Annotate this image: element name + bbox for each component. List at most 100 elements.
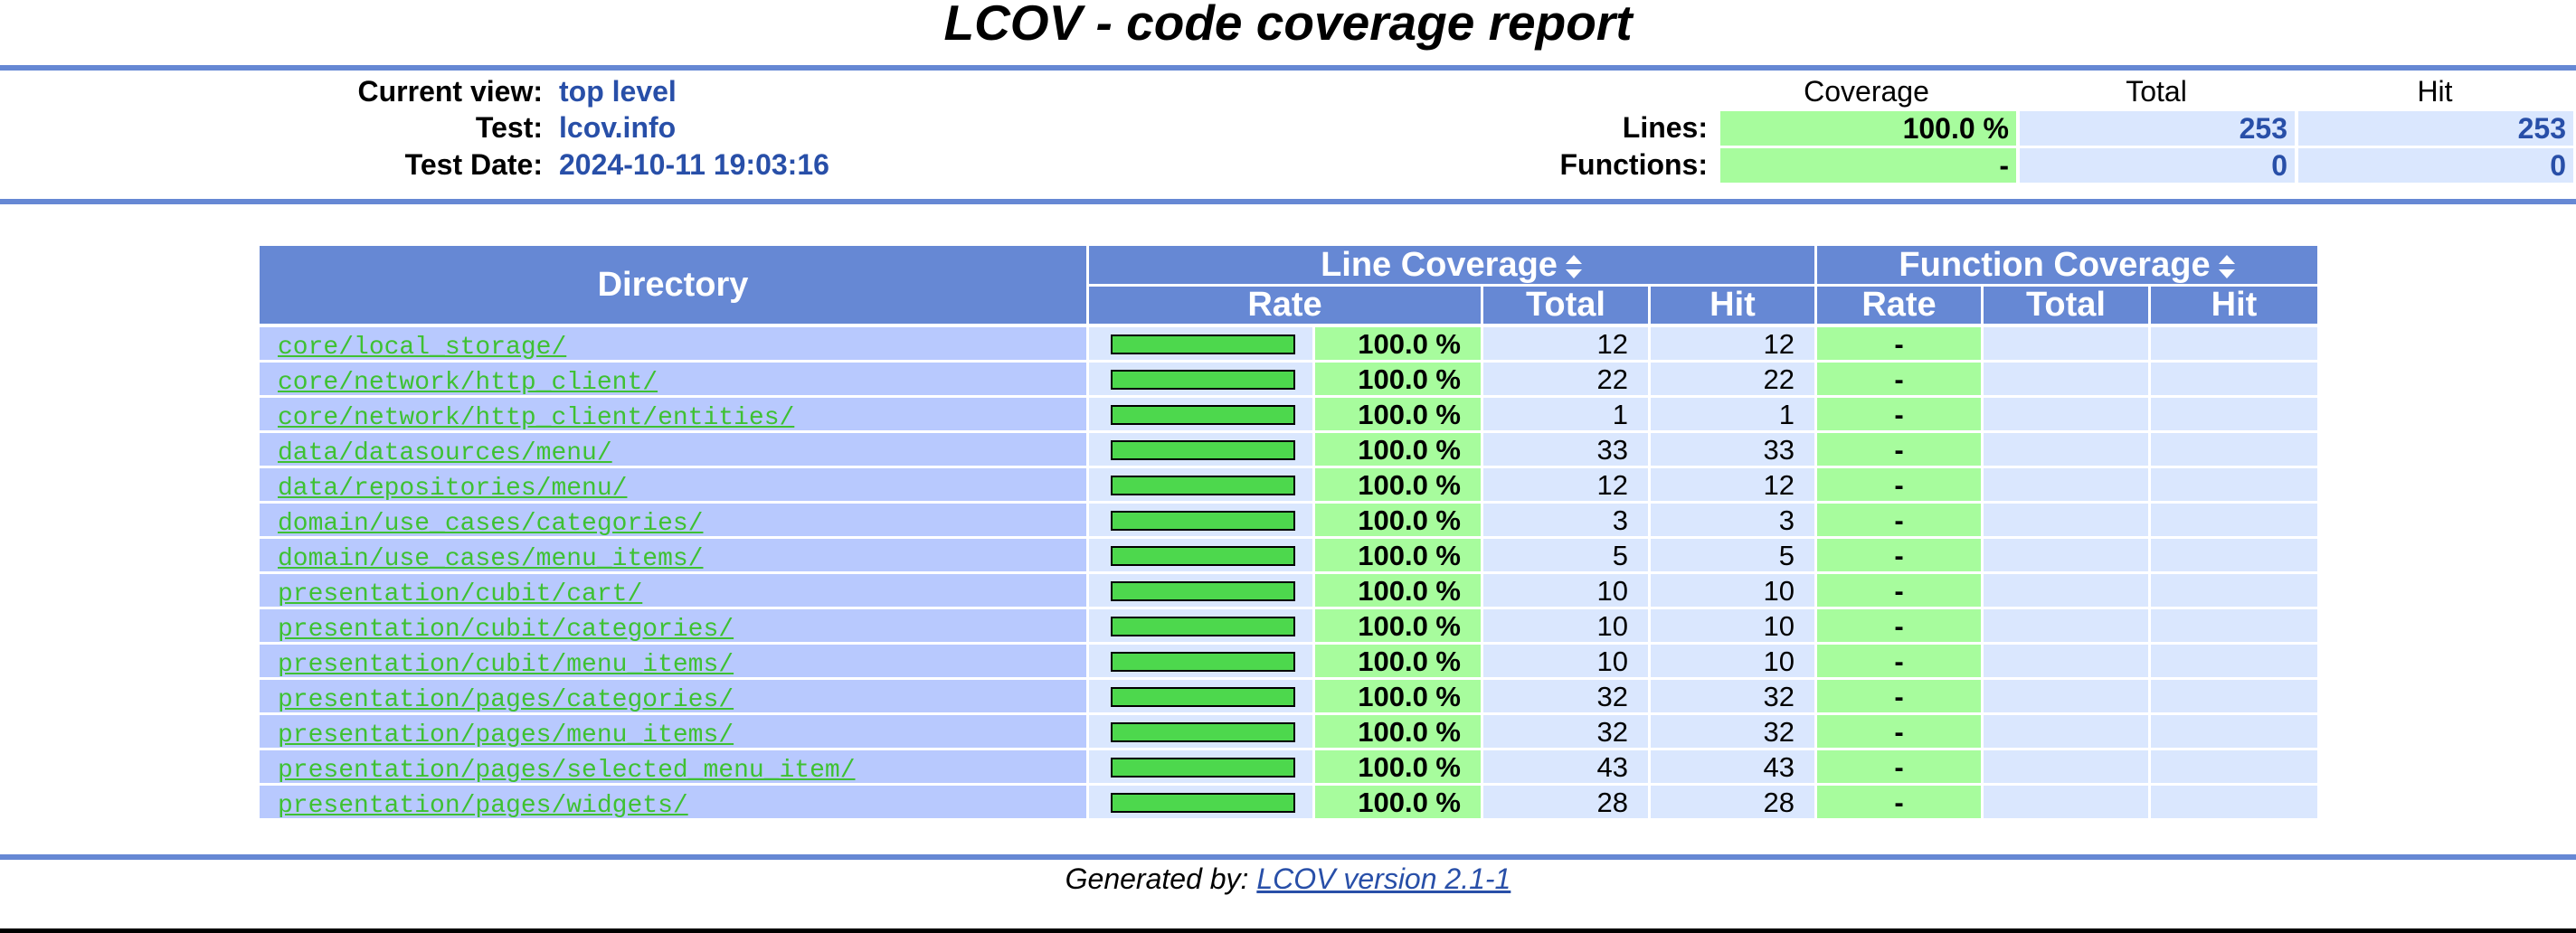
- function-rate-value: -: [1817, 680, 1981, 712]
- line-rate-value: 100.0 %: [1315, 786, 1481, 818]
- directory-header-label: Directory: [597, 266, 749, 304]
- function-rate-value: -: [1817, 786, 1981, 818]
- function-total-value: [1984, 363, 2148, 395]
- function-rate-value: -: [1817, 504, 1981, 536]
- line-hit-value: 33: [1651, 433, 1814, 466]
- line-rate-value: 100.0 %: [1315, 750, 1481, 783]
- summary-functions-label: Functions:: [1559, 148, 1708, 181]
- page-bottom-border: [0, 928, 2576, 933]
- test-label: Test:: [475, 111, 543, 144]
- coverage-bar-fill: [1113, 795, 1293, 811]
- line-total-value: 10: [1483, 574, 1648, 607]
- coverage-bar-fill: [1113, 407, 1293, 423]
- function-hit-value: [2151, 574, 2317, 607]
- line-rate-value: 100.0 %: [1315, 504, 1481, 536]
- sort-icon[interactable]: [1565, 250, 1583, 278]
- line-total-value: 28: [1483, 786, 1648, 818]
- directory-link[interactable]: presentation/pages/menu_items/: [278, 721, 734, 749]
- directory-link[interactable]: data/repositories/menu/: [278, 475, 628, 503]
- directory-link[interactable]: core/local_storage/: [278, 334, 567, 362]
- coverage-bar-fill: [1113, 583, 1293, 599]
- line-total-value: 12: [1483, 327, 1648, 360]
- table-row-directory: data/repositories/menu/: [260, 468, 1086, 503]
- page-title: LCOV - code coverage report: [943, 0, 1633, 51]
- coverage-bar-fill: [1113, 336, 1293, 353]
- function-hit-value: [2151, 645, 2317, 677]
- coverage-bar-fill: [1113, 548, 1293, 564]
- function-rate-value: -: [1817, 468, 1981, 501]
- function-total-value: [1984, 398, 2148, 430]
- line-rate-value: 100.0 %: [1315, 398, 1481, 430]
- coverage-bar-cell: [1089, 645, 1312, 677]
- directory-link[interactable]: presentation/cubit/menu_items/: [278, 651, 734, 679]
- coverage-bar-fill: [1113, 442, 1293, 458]
- function-hit-value: [2151, 715, 2317, 748]
- directory-link[interactable]: domain/use_cases/categories/: [278, 510, 704, 538]
- summary-functions-hit: 0: [2298, 148, 2573, 183]
- summary-hit-header: Hit: [2417, 75, 2453, 108]
- coverage-bar-cell: [1089, 786, 1312, 818]
- function-hit-value: [2151, 468, 2317, 501]
- lcov-version-link[interactable]: LCOV version 2.1-1: [1256, 862, 1511, 895]
- table-row-directory: presentation/pages/categories/: [260, 680, 1086, 714]
- directory-column-header[interactable]: Directory: [260, 246, 1086, 324]
- function-total-value: [1984, 327, 2148, 360]
- function-hit-header: Hit: [2151, 287, 2317, 324]
- coverage-bar-fill: [1113, 477, 1293, 494]
- line-hit-value: 22: [1651, 363, 1814, 395]
- line-rate-value: 100.0 %: [1315, 327, 1481, 360]
- directory-link[interactable]: core/network/http_client/: [278, 369, 658, 397]
- function-hit-value: [2151, 539, 2317, 571]
- function-hit-value: [2151, 786, 2317, 818]
- function-coverage-label: Function Coverage: [1899, 246, 2211, 284]
- line-hit-value: 43: [1651, 750, 1814, 783]
- line-coverage-label: Line Coverage: [1321, 246, 1558, 284]
- sort-icon[interactable]: [2218, 250, 2236, 278]
- directory-link[interactable]: presentation/pages/categories/: [278, 686, 734, 714]
- function-hit-value: [2151, 750, 2317, 783]
- line-rate-value: 100.0 %: [1315, 433, 1481, 466]
- directory-link[interactable]: presentation/pages/widgets/: [278, 792, 688, 820]
- test-date-label: Test Date:: [404, 148, 543, 181]
- coverage-bar-cell: [1089, 715, 1312, 748]
- coverage-bar: [1111, 511, 1295, 531]
- function-hit-value: [2151, 504, 2317, 536]
- table-row-directory: presentation/pages/widgets/: [260, 786, 1086, 820]
- function-coverage-header[interactable]: Function Coverage: [1817, 246, 2317, 284]
- coverage-bar: [1111, 617, 1295, 636]
- function-total-value: [1984, 433, 2148, 466]
- coverage-bar-cell: [1089, 363, 1312, 395]
- line-rate-value: 100.0 %: [1315, 574, 1481, 607]
- line-total-value: 10: [1483, 645, 1648, 677]
- directory-link[interactable]: presentation/cubit/categories/: [278, 616, 734, 644]
- directory-link[interactable]: data/datasources/menu/: [278, 439, 612, 467]
- line-total-value: 1: [1483, 398, 1648, 430]
- coverage-bar: [1111, 758, 1295, 778]
- table-row-directory: data/datasources/menu/: [260, 433, 1086, 467]
- line-rate-header: Rate: [1089, 287, 1481, 324]
- coverage-bar: [1111, 546, 1295, 566]
- directory-link[interactable]: core/network/http_client/entities/: [278, 404, 795, 432]
- line-hit-value: 5: [1651, 539, 1814, 571]
- summary-functions-total: 0: [2020, 148, 2295, 183]
- divider-middle: [0, 199, 2576, 204]
- coverage-bar-fill: [1113, 654, 1293, 670]
- directory-link[interactable]: presentation/cubit/cart/: [278, 580, 643, 608]
- line-hit-value: 10: [1651, 645, 1814, 677]
- line-rate-value: 100.0 %: [1315, 680, 1481, 712]
- coverage-bar: [1111, 370, 1295, 390]
- function-hit-value: [2151, 327, 2317, 360]
- function-rate-value: -: [1817, 750, 1981, 783]
- directory-link[interactable]: presentation/pages/selected_menu_item/: [278, 757, 856, 785]
- coverage-bar-fill: [1113, 372, 1293, 388]
- function-rate-value: -: [1817, 574, 1981, 607]
- summary-functions-coverage: -: [1720, 148, 2016, 183]
- line-hit-value: 3: [1651, 504, 1814, 536]
- function-total-value: [1984, 645, 2148, 677]
- function-total-value: [1984, 609, 2148, 642]
- function-rate-header: Rate: [1817, 287, 1981, 324]
- coverage-bar: [1111, 652, 1295, 672]
- line-coverage-header[interactable]: Line Coverage: [1089, 246, 1814, 284]
- line-rate-value: 100.0 %: [1315, 715, 1481, 748]
- directory-link[interactable]: domain/use_cases/menu_items/: [278, 545, 704, 573]
